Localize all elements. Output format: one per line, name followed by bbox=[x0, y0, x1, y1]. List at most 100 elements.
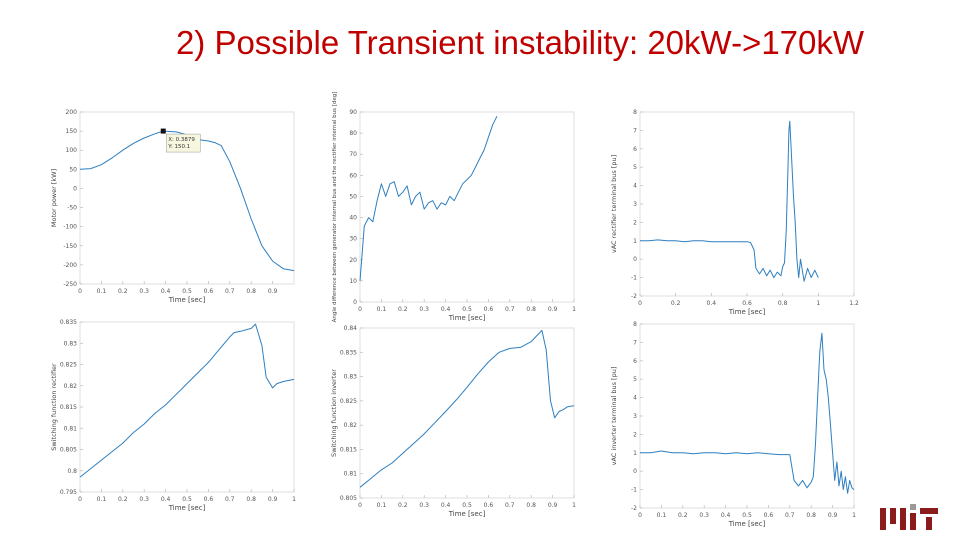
x-tick-label: 0.1 bbox=[377, 502, 387, 509]
x-tick-label: 1.2 bbox=[849, 300, 859, 307]
y-tick-label: 0.835 bbox=[340, 349, 357, 356]
x-tick-label: 0.8 bbox=[246, 288, 256, 295]
y-tick-label: 7 bbox=[633, 127, 637, 134]
chart-vac-rectifier: 0 0.2 0.4 0.6 0.8 1 1.2 8 7 6 5 4 3 2 1 0 -1 -2 Time [sec]… bbox=[610, 109, 859, 316]
y-tick-label: 5 bbox=[633, 376, 637, 383]
y-tick-label: 10 bbox=[349, 278, 357, 285]
y-tick-label: 0 bbox=[353, 299, 357, 306]
y-tick-label: 1 bbox=[633, 450, 637, 457]
series-line bbox=[79, 323, 295, 478]
datatip-marker bbox=[160, 128, 166, 134]
y-tick-label: 20 bbox=[349, 257, 357, 264]
y-tick-label: -250 bbox=[63, 281, 77, 288]
x-tick-label: 0.1 bbox=[97, 496, 107, 503]
x-tick-label: 0.1 bbox=[657, 512, 667, 519]
y-tick-label: 60 bbox=[349, 172, 357, 179]
y-tick-label: -50 bbox=[67, 205, 77, 212]
y-axis-label: Motor power [kW] bbox=[50, 169, 58, 227]
y-tick-label: 0.81 bbox=[64, 425, 78, 432]
y-axis-label: vAC inverter terminal bus [pu] bbox=[610, 367, 618, 466]
y-tick-label: 0 bbox=[73, 185, 77, 192]
y-tick-label: 2 bbox=[633, 219, 637, 226]
series-line bbox=[359, 115, 498, 281]
plot-area bbox=[359, 111, 575, 303]
y-tick-label: 40 bbox=[349, 215, 357, 222]
x-tick-label: 0 bbox=[358, 502, 362, 509]
x-tick-label: 0.7 bbox=[505, 502, 515, 509]
x-tick-label: 0.4 bbox=[707, 300, 717, 307]
x-tick-label: 0.9 bbox=[548, 306, 558, 313]
x-tick-label: 0.9 bbox=[268, 288, 278, 295]
y-tick-label: 0.815 bbox=[340, 446, 357, 453]
x-tick-label: 0 bbox=[638, 512, 642, 519]
x-tick-label: 0.3 bbox=[419, 502, 429, 509]
y-tick-label: 0.81 bbox=[344, 471, 358, 478]
chart-vac-inverter: 0 0.1 0.2 0.3 0.4 0.5 0.6 0.7 0.8 0.9 1 8 7 6 5 4 3 2 1 0 -1… bbox=[610, 321, 856, 528]
x-tick-label: 0.4 bbox=[721, 512, 731, 519]
x-tick-label: 0.5 bbox=[742, 512, 752, 519]
x-tick-label: 0.1 bbox=[377, 306, 387, 313]
x-tick-label: 0.4 bbox=[161, 288, 171, 295]
y-tick-label: -2 bbox=[631, 293, 637, 300]
chart-angle-difference: 0 0.1 0.2 0.3 0.4 0.5 0.6 0.7 0.8 0.9 1 90 80 70 60 50 4… bbox=[332, 92, 576, 323]
x-tick-label: 0.2 bbox=[398, 306, 408, 313]
x-tick-label: 0.4 bbox=[161, 496, 171, 503]
x-tick-label: 0.6 bbox=[764, 512, 774, 519]
x-tick-label: 0.3 bbox=[139, 496, 149, 503]
x-tick-label: 0.1 bbox=[97, 288, 107, 295]
mit-logo-bars bbox=[880, 504, 938, 530]
x-tick-label: 0.3 bbox=[699, 512, 709, 519]
y-tick-label: 0.795 bbox=[60, 489, 77, 496]
x-tick-label: 0.2 bbox=[671, 300, 681, 307]
y-tick-label: 1 bbox=[633, 238, 637, 245]
mit-logo bbox=[880, 504, 938, 530]
x-tick-label: 0.9 bbox=[828, 512, 838, 519]
x-tick-label: 0.6 bbox=[742, 300, 752, 307]
y-tick-label: 0.83 bbox=[344, 374, 358, 381]
x-tick-label: 0.8 bbox=[246, 496, 256, 503]
y-tick-label: 90 bbox=[349, 109, 357, 116]
y-tick-label: 0 bbox=[633, 468, 637, 475]
y-tick-label: 0.83 bbox=[64, 340, 78, 347]
chart-switching-rectifier: 0 0.1 0.2 0.3 0.4 0.5 0.6 0.7 0.8 0.9 1 0.835 0.83 0.… bbox=[50, 319, 296, 512]
y-axis-label: vAC rectifier terminal bus [pu] bbox=[610, 155, 618, 253]
y-tick-label: 6 bbox=[633, 146, 637, 153]
y-tick-label: 0.82 bbox=[344, 422, 358, 429]
x-axis-label: Time [sec] bbox=[728, 308, 766, 316]
x-tick-label: 0.2 bbox=[678, 512, 688, 519]
y-tick-label: 150 bbox=[66, 128, 78, 135]
y-tick-label: 0.835 bbox=[60, 319, 77, 326]
x-tick-label: 0.5 bbox=[182, 288, 192, 295]
x-tick-label: 1 bbox=[572, 306, 576, 313]
plot-area bbox=[359, 327, 575, 499]
x-tick-label: 0 bbox=[638, 300, 642, 307]
series-line bbox=[640, 332, 855, 494]
y-axis-label: Switching function inverter bbox=[330, 369, 338, 457]
x-tick-label: 0.6 bbox=[204, 288, 214, 295]
x-tick-label: 0.8 bbox=[526, 306, 536, 313]
y-tick-label: -100 bbox=[63, 224, 77, 231]
slide-title: 2) Possible Transient instability: 20kW-… bbox=[175, 24, 865, 61]
x-tick-label: 0 bbox=[358, 306, 362, 313]
y-tick-label: 8 bbox=[633, 321, 637, 328]
plot-area bbox=[639, 111, 855, 297]
y-tick-label: 0.84 bbox=[344, 325, 358, 332]
x-tick-label: 1 bbox=[292, 496, 296, 503]
x-axis-label: Time [sec] bbox=[448, 314, 486, 322]
x-tick-label: 0.6 bbox=[204, 496, 214, 503]
y-tick-label: 6 bbox=[633, 358, 637, 365]
x-tick-label: 0.2 bbox=[118, 288, 128, 295]
y-tick-label: 0.805 bbox=[340, 495, 357, 502]
x-tick-label: 0.2 bbox=[398, 502, 408, 509]
x-axis-label: Time [sec] bbox=[448, 510, 486, 518]
y-tick-label: 3 bbox=[633, 201, 637, 208]
chart-switching-inverter: 0 0.1 0.2 0.3 0.4 0.5 0.6 0.7 0.8 0.9 1 0.84 0.835 0.… bbox=[330, 325, 576, 518]
x-tick-label: 0.3 bbox=[419, 306, 429, 313]
x-tick-label: 0 bbox=[78, 288, 82, 295]
y-tick-label: 0.82 bbox=[64, 383, 78, 390]
y-tick-label: 4 bbox=[633, 395, 637, 402]
y-tick-label: 4 bbox=[633, 183, 637, 190]
y-tick-label: -1 bbox=[631, 275, 637, 282]
x-tick-label: 0.7 bbox=[505, 306, 515, 313]
plot-area bbox=[79, 321, 295, 493]
